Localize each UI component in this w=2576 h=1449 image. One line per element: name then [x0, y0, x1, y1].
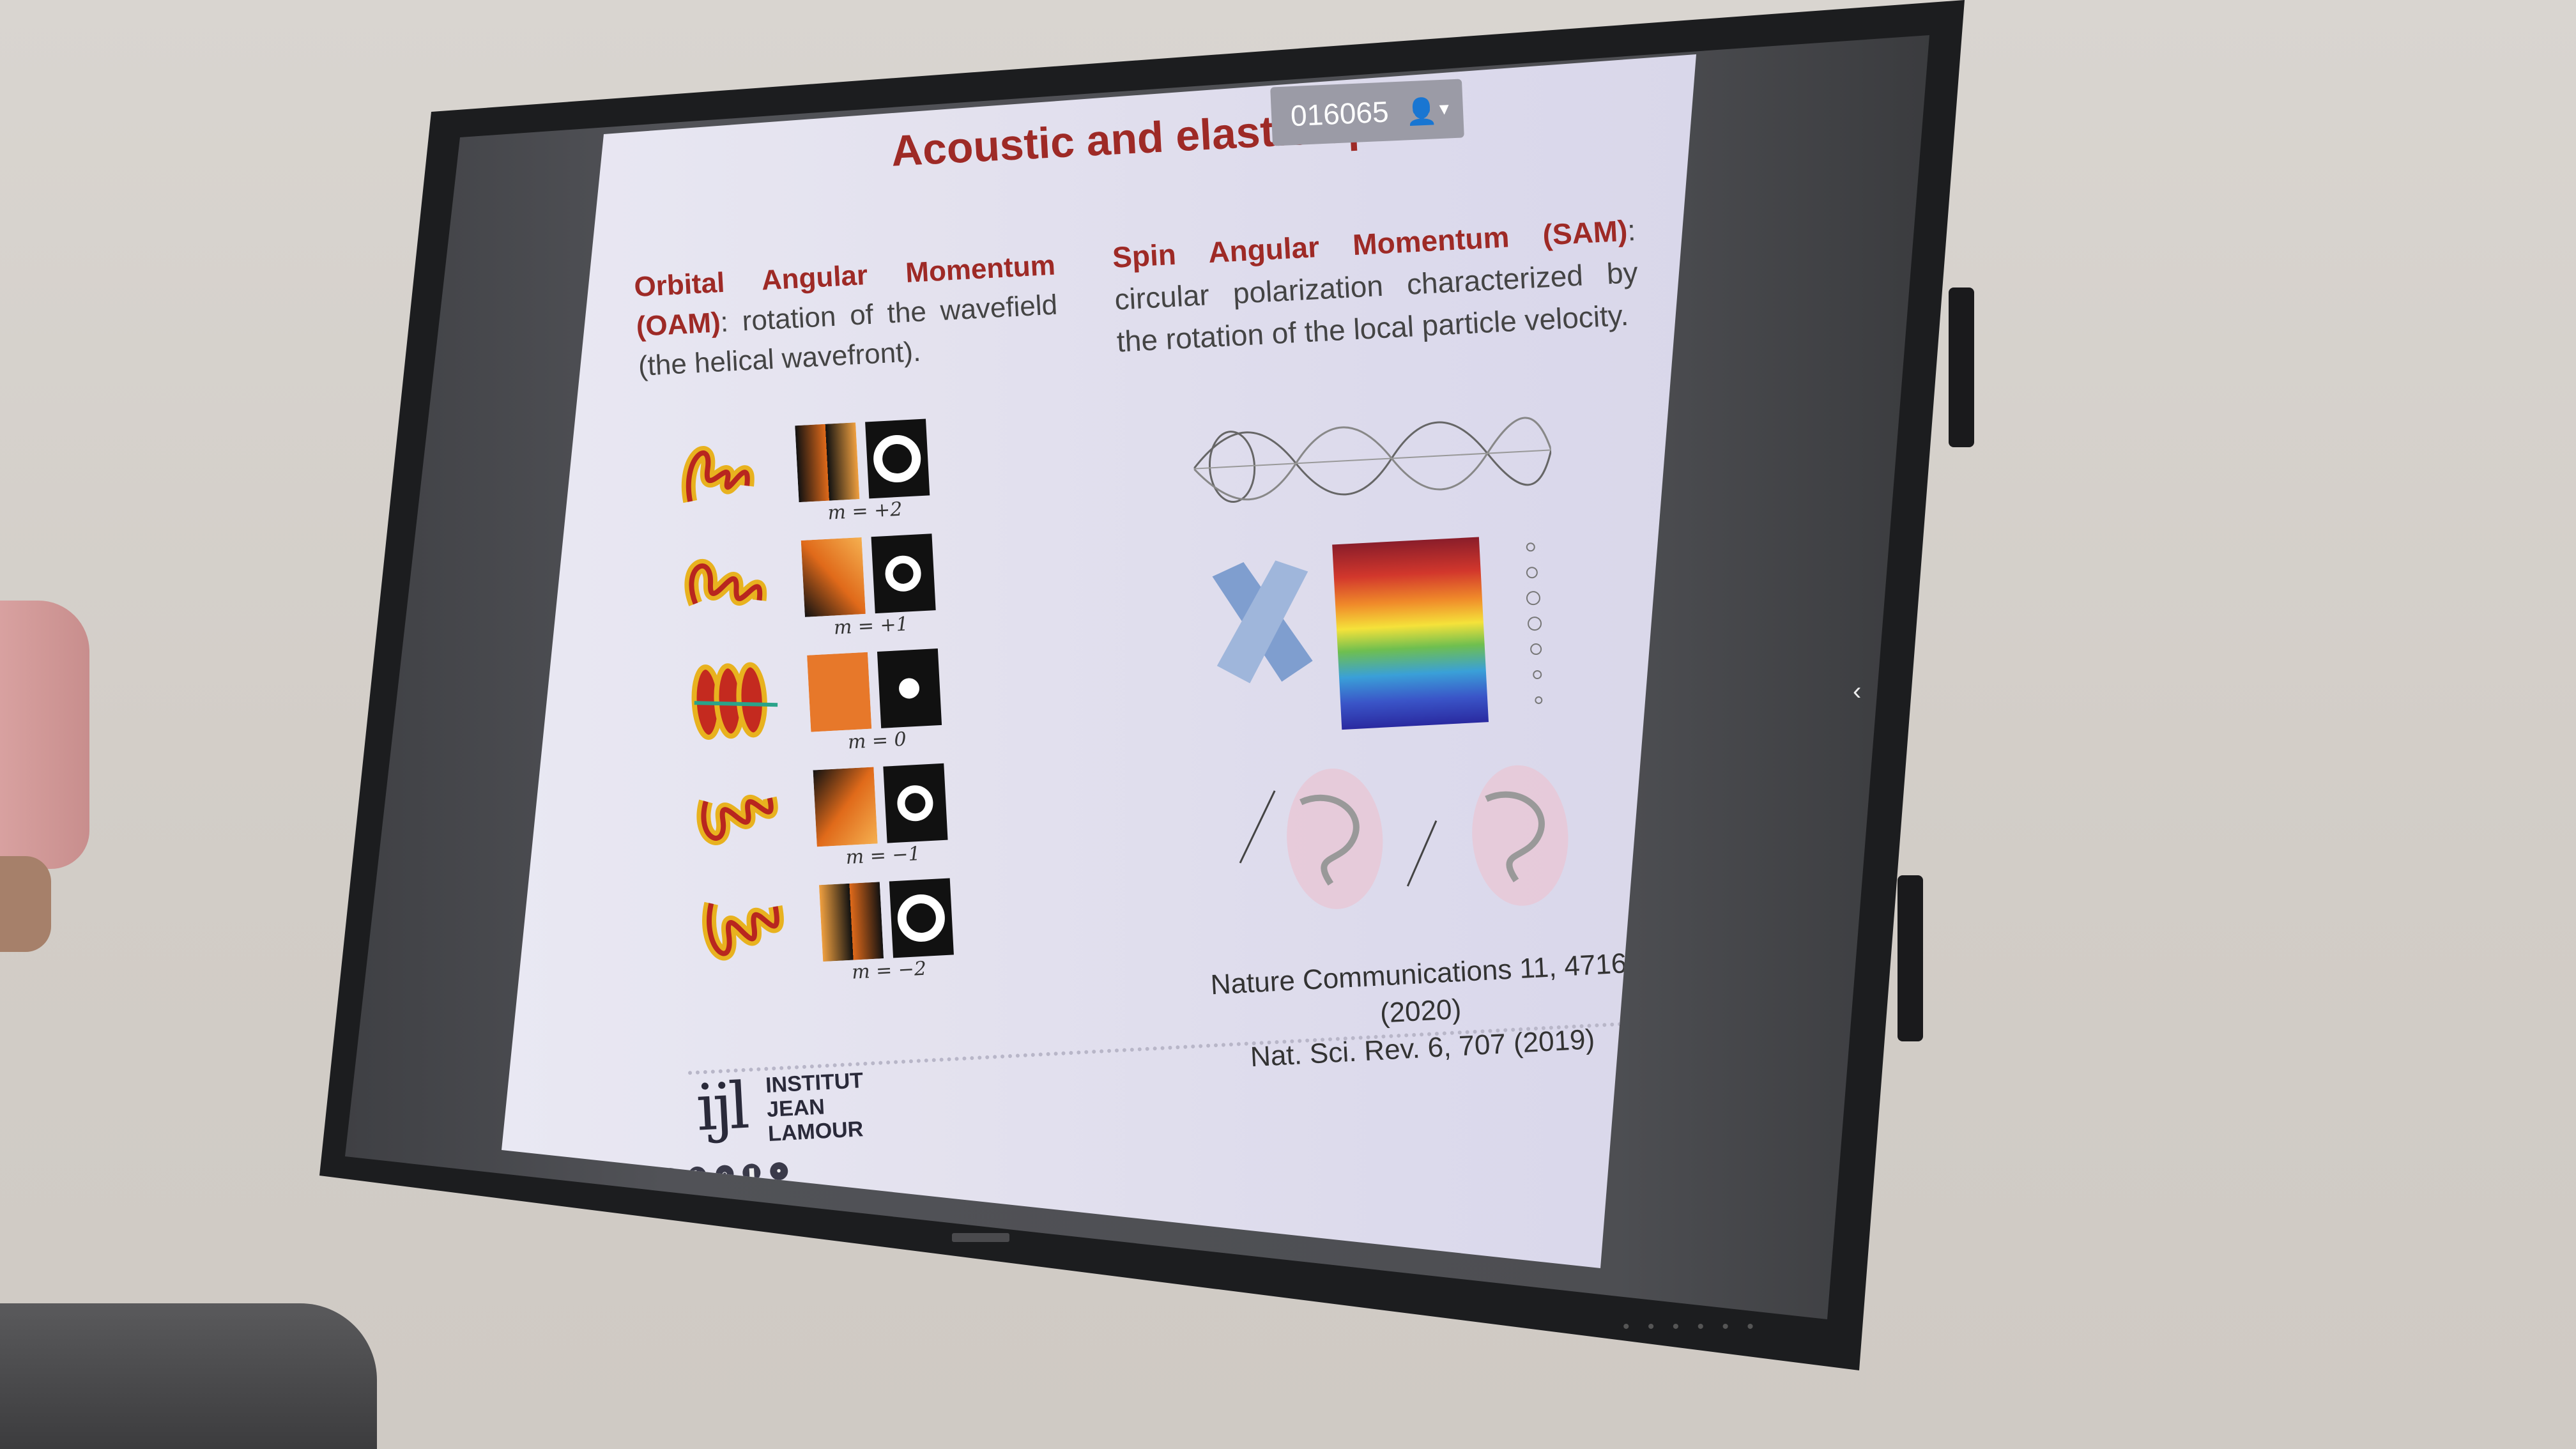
chevron-left-icon[interactable]: ‹	[1853, 677, 1862, 705]
intensity-ring-image	[865, 418, 930, 499]
oam-modes-figure: m = +2 m = +1	[674, 415, 1036, 1006]
intensity-ring-image	[871, 533, 936, 614]
slide-background	[502, 54, 1696, 1268]
phase-map-image	[795, 422, 860, 503]
presenter-hand	[0, 856, 51, 952]
sam-definition: Spin Angular Momentum (SAM): circular po…	[1111, 213, 1639, 358]
phase-map-image	[807, 652, 872, 732]
phase-map-image	[813, 767, 878, 847]
more-icon[interactable]: •	[769, 1162, 788, 1181]
phase-map-image	[801, 537, 866, 617]
institute-logo: ijl INSTITUT JEAN LAMOUR	[682, 1060, 903, 1154]
phase-difference-map	[1332, 537, 1489, 730]
session-code-badge[interactable]: 016065 👤 ▾	[1270, 79, 1464, 146]
wall-bracket	[1949, 288, 1974, 447]
crossed-beams-diagram	[1212, 560, 1313, 684]
helical-wavefront-image	[696, 795, 778, 845]
person-icon: 👤	[1405, 97, 1439, 127]
oam-mode-row: m = +1	[680, 530, 1017, 656]
chair	[0, 1303, 377, 1449]
tv-status-lights: • • • • • •	[1623, 1316, 1760, 1337]
helical-wavefront-image	[684, 559, 767, 606]
slide-content: Acoustic and elastic spins Orbital Angul…	[620, 80, 1696, 1204]
intensity-spot-image	[877, 648, 942, 728]
phase-map-image	[818, 882, 884, 962]
institute-name: INSTITUT JEAN LAMOUR	[765, 1066, 903, 1146]
helical-wavefront-image	[681, 446, 755, 503]
intensity-ring-image	[883, 763, 948, 843]
oam-mode-row: m = −1	[692, 759, 1029, 885]
sam-wave-diagram	[1193, 417, 1552, 503]
ijl-mark: ijl	[694, 1068, 747, 1146]
oam-mode-row: m = +2	[674, 415, 1011, 540]
session-code: 016065	[1289, 95, 1390, 133]
references: Nature Communications 11, 4716 (2020) Na…	[1188, 944, 1653, 1079]
spin-vortex-3d-figure	[1239, 765, 1568, 909]
oam-mode-row: m = −2	[698, 874, 1035, 1000]
intensity-ring-image	[889, 878, 954, 958]
oam-definition: Orbital Angular Momentum (OAM): rotation…	[633, 249, 1059, 382]
wall-bracket	[1897, 875, 1923, 1041]
polarization-ellipses	[1526, 542, 1543, 704]
sam-description: circular polarization characterized by t…	[1114, 255, 1639, 358]
oam-mode-row: m = 0	[686, 645, 1023, 770]
presenter-arm	[0, 601, 89, 869]
helical-wavefront-image	[702, 901, 784, 961]
caret-down-icon[interactable]: ▾	[1439, 98, 1450, 120]
institute-name-line2: JEAN LAMOUR	[766, 1094, 864, 1146]
plane-wavefront-image	[691, 662, 778, 740]
tv-brand-logo	[952, 1233, 1009, 1242]
